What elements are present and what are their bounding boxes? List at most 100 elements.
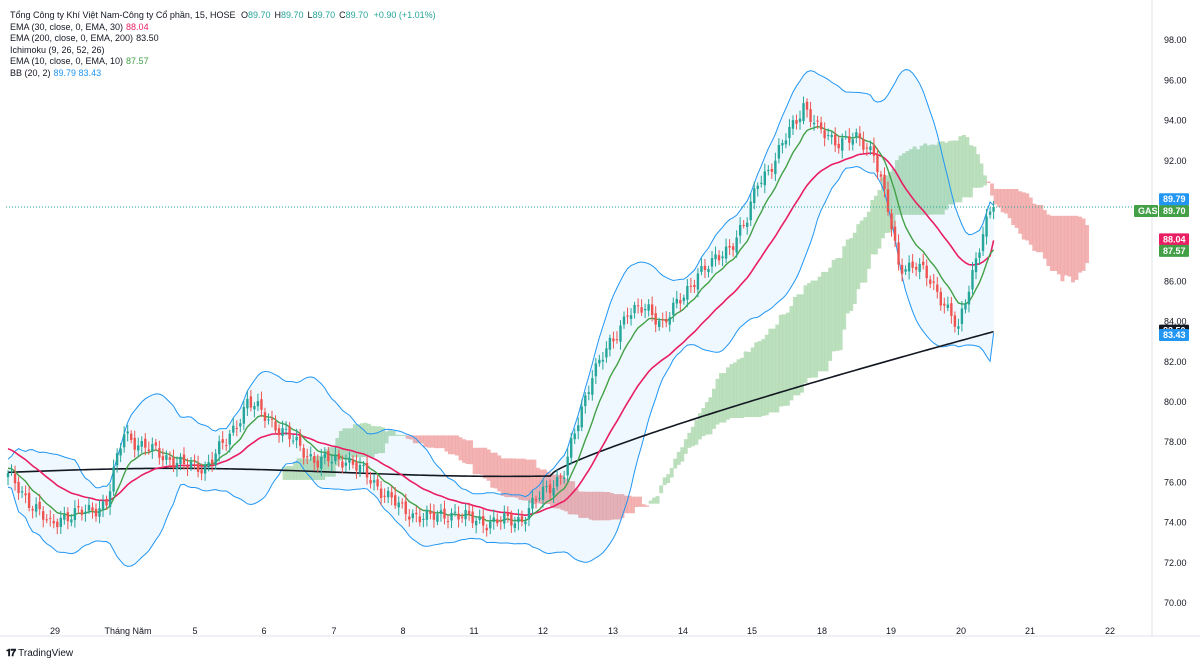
bollinger-lower-line	[7, 165, 995, 567]
candle-body	[316, 460, 319, 468]
cloud-segment	[785, 312, 790, 406]
candle-body	[503, 513, 506, 524]
cloud-segment	[1056, 215, 1061, 275]
candle-body	[654, 313, 657, 325]
cloud-segment	[810, 280, 815, 378]
candle-body	[101, 501, 105, 510]
candle-body	[647, 304, 650, 311]
candle-body	[650, 304, 654, 316]
candle-body	[263, 412, 267, 421]
candle-body	[24, 493, 27, 496]
candle-body	[791, 120, 795, 129]
cloud-segment	[937, 141, 942, 215]
candle-body	[907, 262, 911, 272]
candle-body	[492, 517, 495, 522]
cloud-segment	[395, 434, 400, 436]
candle-body	[415, 512, 418, 515]
cloud-segment	[634, 496, 639, 508]
candle-body	[879, 174, 883, 177]
cloud-segment	[729, 364, 734, 419]
cloud-segment	[947, 140, 952, 205]
cloud-segment	[1042, 210, 1047, 259]
indicator-label: EMA (200, close, 0, EMA, 200)	[10, 33, 134, 43]
cloud-segment	[504, 458, 509, 498]
candle-body	[763, 171, 766, 186]
candle-body	[302, 448, 305, 458]
price-tick-label: 74.00	[1164, 518, 1187, 528]
candle-body	[94, 508, 98, 517]
candle-body	[256, 401, 260, 407]
candle-body	[714, 254, 717, 260]
cloud-segment	[792, 296, 797, 396]
candle-body	[826, 135, 830, 137]
cloud-segment	[476, 447, 481, 475]
candle-body	[798, 118, 802, 122]
candle-body	[38, 501, 41, 510]
cloud-segment	[1011, 188, 1016, 226]
candles	[6, 96, 995, 537]
candle-body	[622, 316, 626, 325]
cloud-segment	[585, 491, 590, 518]
cloud-segment	[954, 140, 959, 203]
cloud-segment	[652, 497, 657, 504]
tradingview-logo[interactable]: 𝟏𝟕 TradingView	[6, 648, 73, 659]
candle-body	[291, 440, 295, 442]
cloud-segment	[733, 362, 738, 419]
candle-body	[696, 273, 700, 290]
cloud-segment	[1074, 215, 1079, 280]
cloud-segment	[430, 435, 435, 448]
indicator-row[interactable]: EMA (30, close, 0, EMA, 30) 88.04	[10, 22, 436, 34]
candle-body	[883, 174, 886, 190]
candle-body	[781, 142, 784, 146]
time-tick-label: 11	[469, 626, 478, 636]
candle-body	[612, 338, 615, 342]
candle-body	[967, 291, 971, 305]
cloud-segment	[961, 134, 966, 198]
indicator-row[interactable]: EMA (200, close, 0, EMA, 200) 83.50	[10, 33, 436, 45]
candle-body	[869, 146, 872, 151]
candle-body	[943, 303, 946, 306]
time-tick-label: 18	[817, 626, 827, 636]
candle-body	[506, 513, 510, 516]
candle-body	[950, 303, 953, 316]
cloud-segment	[321, 455, 326, 480]
cloud-segment	[564, 478, 569, 512]
cloud-segment	[363, 422, 368, 458]
price-tag-box	[1159, 244, 1189, 257]
indicator-row[interactable]: EMA (10, close, 0, EMA, 10) 87.57	[10, 56, 436, 68]
cloud-segment	[898, 155, 903, 215]
cloud-segment	[638, 496, 642, 507]
cloud-segment	[944, 142, 949, 210]
cloud-segment	[849, 238, 854, 311]
indicator-row[interactable]: BB (20, 2) 89.79 83.43	[10, 68, 436, 80]
cloud-segment	[307, 458, 312, 480]
candle-body	[482, 516, 485, 526]
price-tick-label: 92.00	[1164, 156, 1187, 166]
cloud-segment	[532, 459, 537, 504]
candle-body	[587, 392, 590, 394]
candle-body	[538, 497, 541, 499]
candle-body	[467, 510, 471, 514]
candle-body	[837, 143, 840, 149]
symbol-title[interactable]: Tổng Công ty Khí Việt Nam-Công ty Cổ phầ…	[10, 10, 236, 20]
candle-body	[144, 438, 147, 448]
symbol-tag-label: GAS	[1138, 206, 1158, 216]
cloud-segment	[687, 432, 692, 448]
time-tick-label: Tháng Năm	[104, 626, 151, 636]
cloud-segment	[416, 435, 421, 444]
indicator-row[interactable]: Ichimoku (9, 26, 52, 26)	[10, 45, 436, 57]
cloud-segment	[715, 378, 720, 425]
cloud-segment	[807, 283, 811, 378]
cloud-segment	[342, 428, 347, 460]
cloud-segment	[680, 447, 685, 462]
cloud-segment	[859, 220, 864, 283]
cloud-segment	[409, 435, 414, 440]
candle-body	[179, 456, 182, 464]
cloud-segment	[754, 342, 759, 418]
candle-body	[446, 520, 450, 523]
cloud-segment	[479, 447, 484, 475]
candle-body	[365, 462, 369, 478]
cloud-segment	[1025, 193, 1030, 241]
candle-body	[383, 495, 386, 497]
